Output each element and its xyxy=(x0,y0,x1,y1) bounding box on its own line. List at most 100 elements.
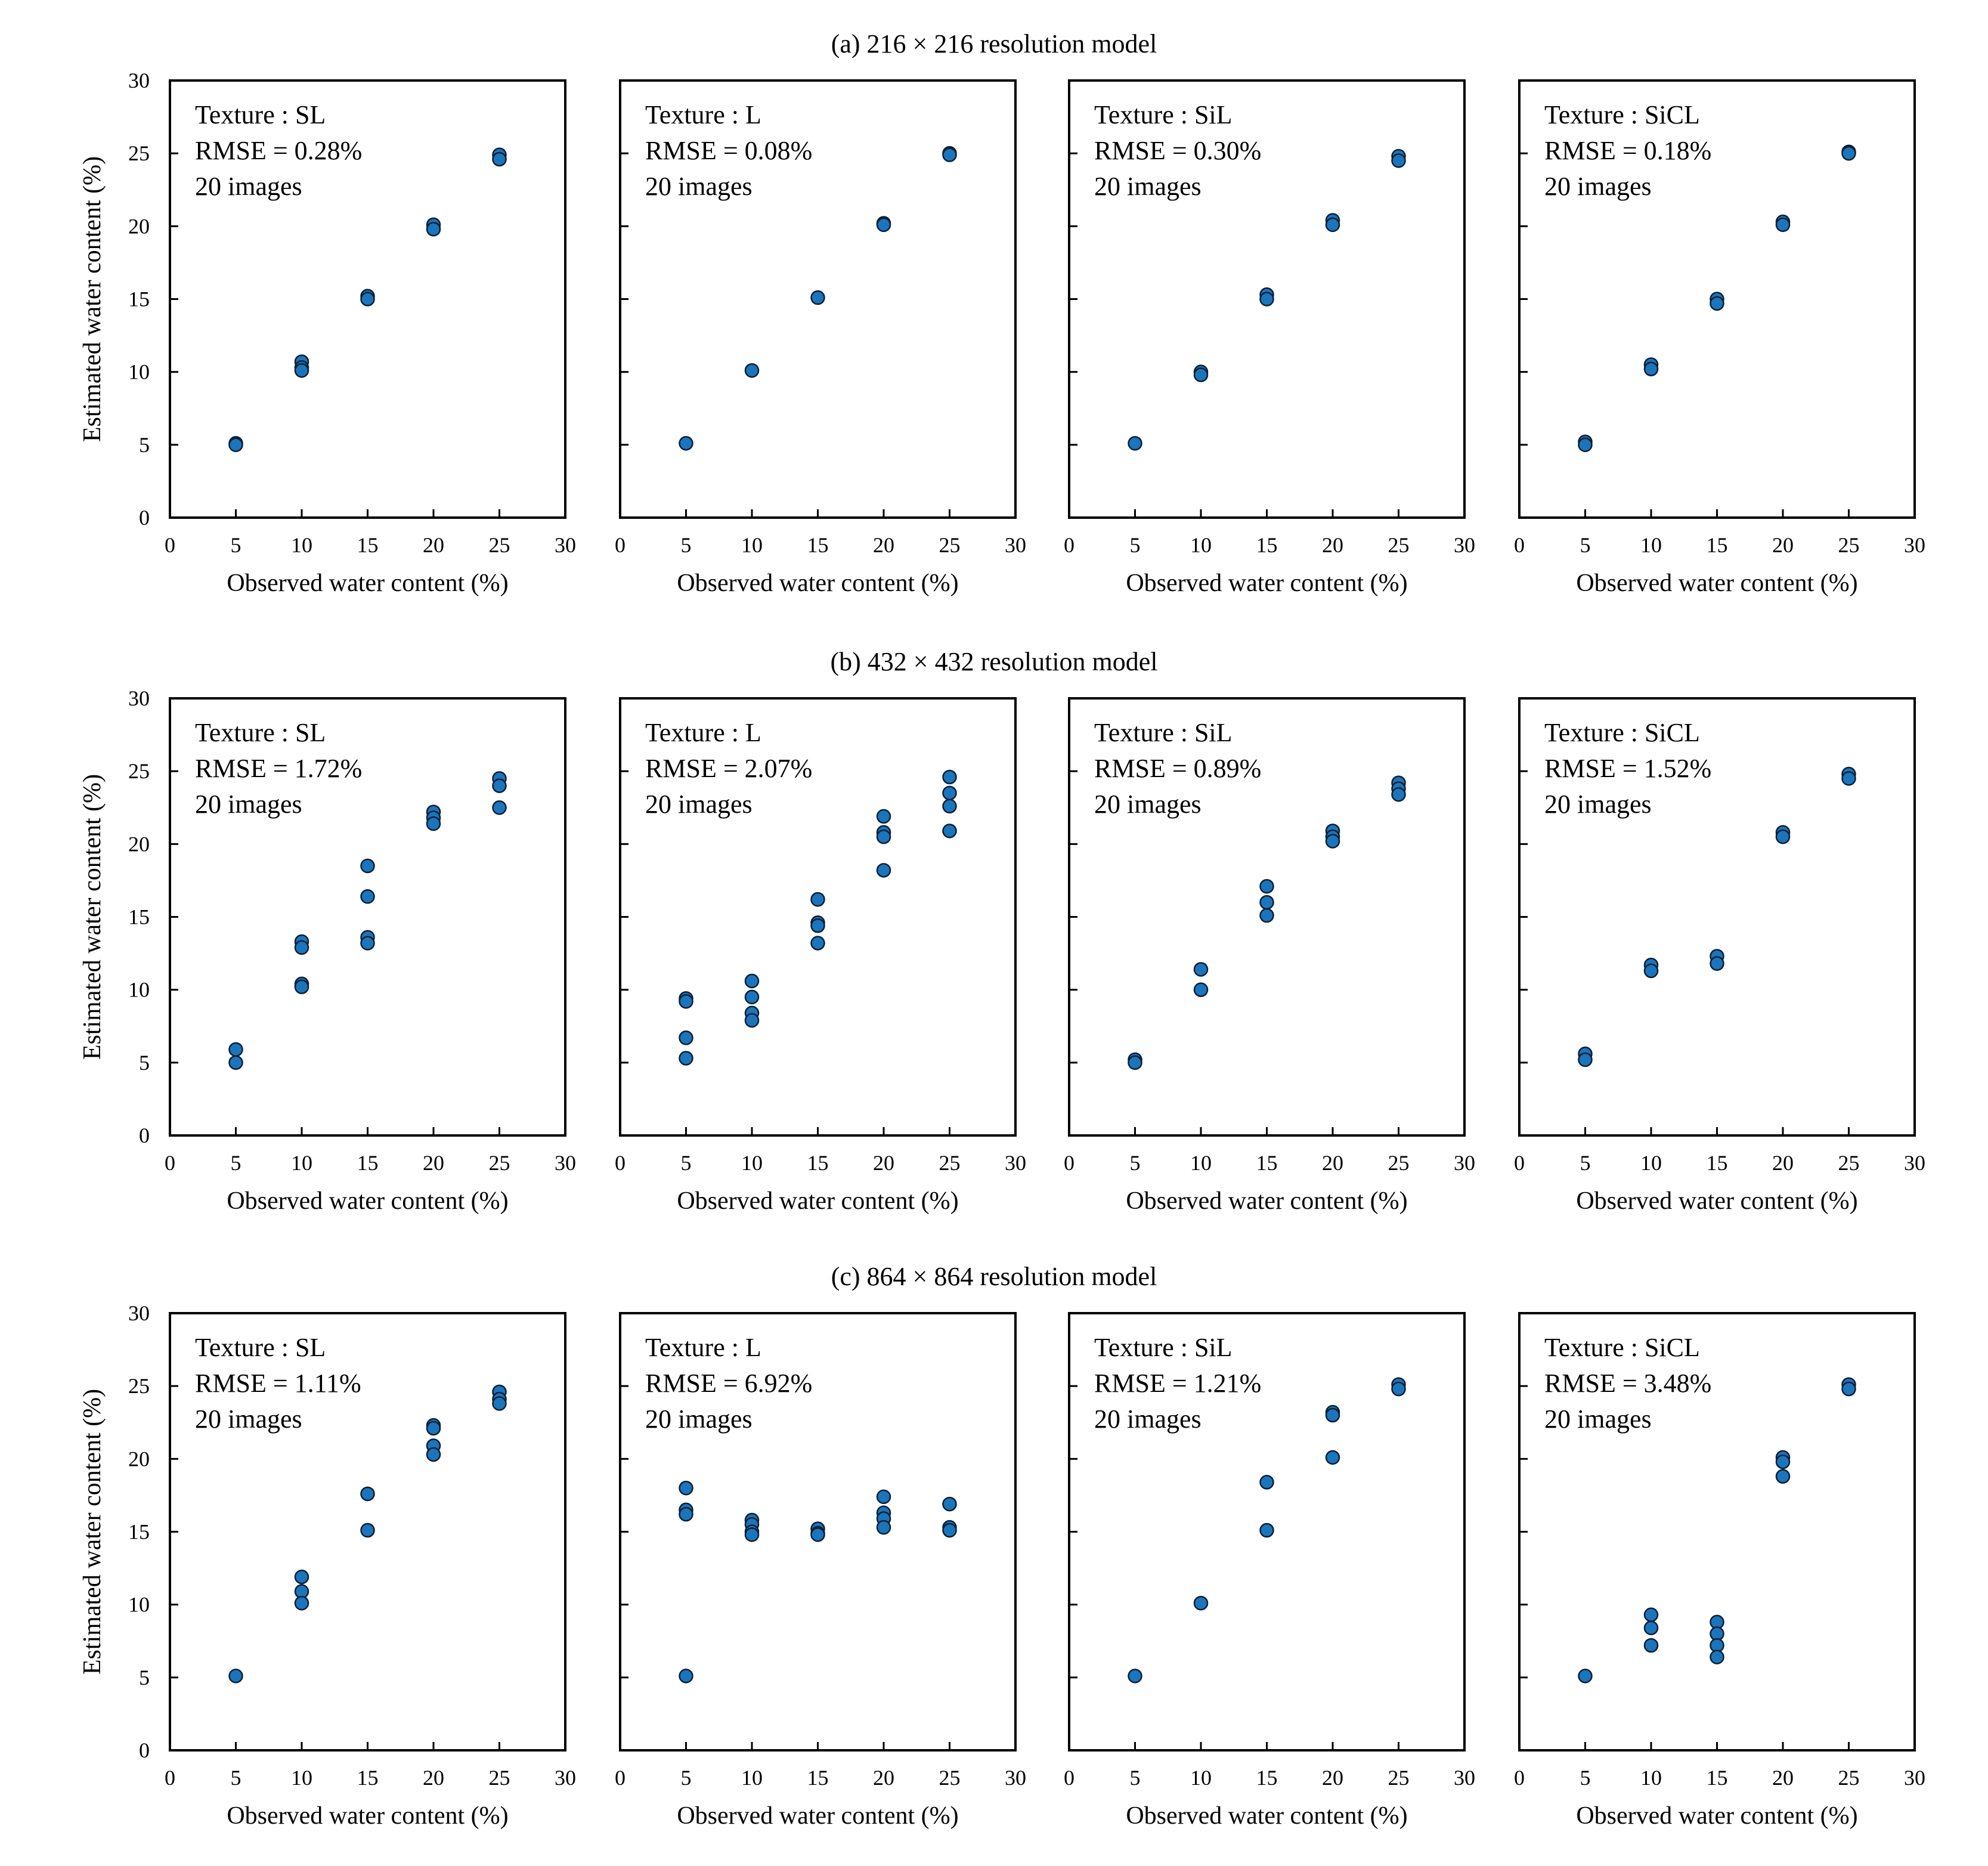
x-axis-label: Observed water content (%) xyxy=(677,1187,958,1215)
data-point xyxy=(679,436,693,451)
data-point xyxy=(744,1527,760,1542)
x-tick-label: 15 xyxy=(1707,1766,1728,1790)
x-tick-label: 0 xyxy=(615,533,625,557)
x-tick-label: 15 xyxy=(357,533,379,557)
data-point xyxy=(876,809,891,824)
data-point xyxy=(1391,1381,1406,1397)
data-point xyxy=(744,363,760,378)
x-tick-label: 30 xyxy=(555,1766,576,1790)
texture-label: Texture : SiL xyxy=(1094,100,1233,129)
x-axis-label: Observed water content (%) xyxy=(677,1802,958,1830)
x-tick-label: 25 xyxy=(489,1766,510,1790)
scatter-panel: 0 5 10 15 20 25 30 0 5 10 15 20 25 30 Observed water c… xyxy=(79,1301,576,1830)
rmse-label: RMSE = 0.08% xyxy=(645,136,812,165)
rmse-label: RMSE = 2.07% xyxy=(645,754,812,783)
x-tick-label: 0 xyxy=(1514,1151,1525,1175)
y-tick-label: 30 xyxy=(128,686,150,710)
x-axis-label: Observed water content (%) xyxy=(227,1187,508,1215)
data-point xyxy=(492,151,507,167)
row-group-0: (a) 216 × 216 resolution model 0 5 10 15 20 25… xyxy=(79,29,1925,597)
images-label: 20 images xyxy=(1544,1404,1652,1434)
images-label: 20 images xyxy=(1094,1404,1202,1434)
data-point xyxy=(1193,962,1209,977)
x-tick-label: 25 xyxy=(489,533,510,557)
data-point xyxy=(426,1447,441,1462)
x-tick-label: 15 xyxy=(1707,1151,1728,1175)
images-label: 20 images xyxy=(195,790,302,819)
x-tick-label: 0 xyxy=(165,533,175,557)
images-label: 20 images xyxy=(1094,172,1202,201)
texture-label: Texture : L xyxy=(645,100,761,129)
data-point xyxy=(228,1042,243,1057)
x-tick-label: 25 xyxy=(939,533,961,557)
data-point xyxy=(1193,367,1209,382)
texture-label: Texture : L xyxy=(645,718,761,747)
data-point xyxy=(1259,1522,1274,1538)
x-axis-label: Observed water content (%) xyxy=(227,1802,508,1830)
x-tick-label: 10 xyxy=(291,1151,312,1175)
data-point xyxy=(294,940,309,955)
rmse-label: RMSE = 0.28% xyxy=(195,136,362,165)
rmse-label: RMSE = 6.92% xyxy=(645,1369,812,1398)
texture-label: Texture : SL xyxy=(195,1333,326,1362)
x-tick-label: 5 xyxy=(231,1151,241,1175)
x-tick-label: 0 xyxy=(1064,1151,1074,1175)
row-group-2: (c) 864 × 864 resolution model 0 5 10 15 20 25… xyxy=(79,1262,1925,1830)
data-point xyxy=(876,217,891,233)
x-tick-label: 15 xyxy=(1707,533,1728,557)
x-tick-label: 15 xyxy=(1256,533,1278,557)
x-tick-label: 20 xyxy=(1322,1151,1343,1175)
data-point xyxy=(360,292,375,307)
images-label: 20 images xyxy=(645,1404,753,1434)
data-point xyxy=(1578,437,1593,453)
scatter-panel: 0 5 10 15 20 25 30 0 5 10 15 20 25 30 Observed water c… xyxy=(79,686,576,1215)
data-point xyxy=(360,1522,375,1538)
x-axis-label: Observed water content (%) xyxy=(677,570,958,597)
x-axis-label: Observed water content (%) xyxy=(1126,570,1407,597)
x-tick-label: 5 xyxy=(231,533,241,557)
x-tick-label: 25 xyxy=(1838,533,1860,557)
data-point xyxy=(1643,1620,1659,1636)
y-tick-label: 20 xyxy=(128,214,150,238)
y-tick-label: 15 xyxy=(128,905,150,929)
x-tick-label: 5 xyxy=(1130,1151,1141,1175)
data-point xyxy=(360,1486,375,1502)
data-point xyxy=(942,1496,957,1512)
scatter-panel: 0 5 10 15 20 25 30 Observed water content (%) Te… xyxy=(1064,697,1475,1215)
x-axis-label: Observed water content (%) xyxy=(1576,1802,1857,1830)
x-tick-label: 5 xyxy=(1580,1766,1591,1790)
x-tick-label: 10 xyxy=(1640,1151,1662,1175)
data-point xyxy=(1775,829,1791,844)
x-tick-label: 10 xyxy=(1640,533,1662,557)
x-tick-label: 5 xyxy=(1130,1766,1141,1790)
data-point xyxy=(810,290,825,305)
data-point xyxy=(876,829,891,844)
data-point xyxy=(1578,1052,1593,1067)
data-point xyxy=(492,778,507,793)
x-tick-label: 15 xyxy=(807,1766,829,1790)
data-point xyxy=(942,1522,957,1538)
data-point xyxy=(360,889,375,904)
x-tick-label: 0 xyxy=(615,1151,625,1175)
x-tick-label: 30 xyxy=(1005,533,1026,557)
x-tick-label: 30 xyxy=(555,533,576,557)
x-tick-label: 5 xyxy=(1580,1151,1591,1175)
data-point xyxy=(1710,296,1724,311)
rmse-label: RMSE = 1.11% xyxy=(195,1369,361,1398)
y-tick-label: 20 xyxy=(128,1447,150,1471)
y-tick-label: 30 xyxy=(128,69,150,92)
scatter-panel: 0 5 10 15 20 25 30 Observed water content (%) Te… xyxy=(1514,697,1925,1215)
row-title: (b) 432 × 432 resolution model xyxy=(830,647,1157,676)
x-tick-label: 10 xyxy=(1190,1151,1212,1175)
x-tick-label: 30 xyxy=(1454,1151,1475,1175)
y-tick-label: 15 xyxy=(128,287,150,311)
texture-label: Texture : SiL xyxy=(1094,718,1233,747)
x-tick-label: 10 xyxy=(291,533,312,557)
data-point xyxy=(810,936,825,951)
scatter-panel: 0 5 10 15 20 25 30 0 5 10 15 20 25 30 Observed water c… xyxy=(79,69,576,597)
x-tick-label: 0 xyxy=(1514,533,1525,557)
x-tick-label: 10 xyxy=(1190,533,1212,557)
x-tick-label: 0 xyxy=(1514,1766,1525,1790)
texture-label: Texture : SL xyxy=(195,718,326,747)
data-point xyxy=(1841,771,1856,786)
